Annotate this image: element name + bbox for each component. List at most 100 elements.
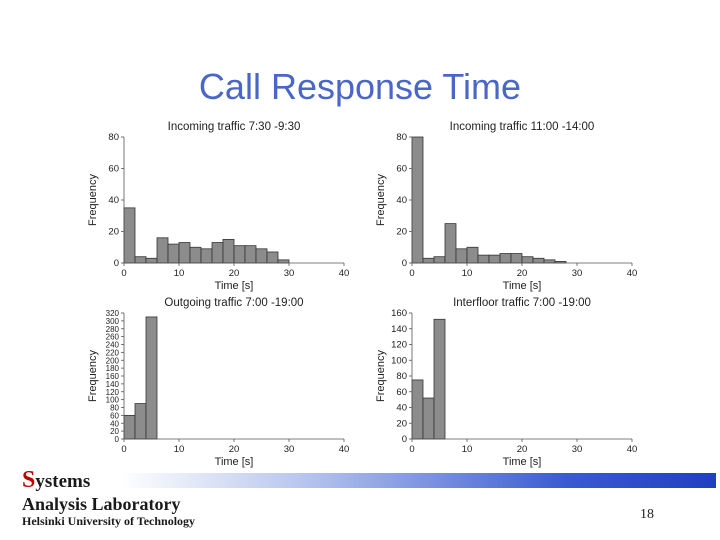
logo-line-1-rest: ystems (35, 471, 91, 492)
x-tick-label: 0 (121, 268, 126, 279)
y-tick-label: 60 (396, 387, 407, 398)
y-tick-label: 160 (391, 308, 407, 319)
x-tick-label: 0 (409, 444, 414, 455)
x-tick-label: 0 (409, 268, 414, 279)
y-tick-label: 60 (108, 164, 119, 175)
histogram-bar (499, 253, 512, 264)
x-tick-label: 10 (462, 268, 473, 279)
y-tick-label: 200 (106, 356, 120, 365)
chart-outgoing: Outgoing traffic 7:00 -19:00020406080100… (87, 297, 350, 468)
y-tick-label: 140 (106, 380, 120, 389)
chart-incoming-morning: Incoming traffic 7:30 -9:30 0 20 40 60 80 0 10 2… (87, 121, 349, 292)
histogram-bar (411, 379, 424, 440)
x-tick-label: 30 (572, 268, 583, 279)
histogram-bar (211, 242, 224, 264)
histogram-bar (488, 254, 501, 264)
y-tick-label: 80 (396, 371, 407, 382)
chart-title: Incoming traffic 7:30 -9:30 (168, 121, 301, 133)
histogram-bar (123, 414, 136, 440)
x-tick-label: 30 (284, 444, 295, 455)
x-tick-label: 30 (572, 444, 583, 455)
y-axis-label: Frequency (375, 174, 387, 226)
histogram-bar (422, 257, 435, 264)
y-axis-label: Frequency (375, 350, 387, 402)
histogram-bar (178, 242, 191, 264)
x-tick-label: 40 (627, 268, 638, 279)
histogram-bar (222, 238, 235, 264)
y-tick-label: 20 (396, 227, 407, 238)
slide-title: Call Response Time (198, 66, 522, 107)
y-tick-label: 80 (110, 404, 119, 413)
y-tick-label: 0 (115, 435, 120, 444)
histogram-bar (244, 245, 257, 264)
y-tick-label: 40 (110, 419, 119, 428)
y-tick-label: 40 (108, 195, 119, 206)
x-tick-label: 10 (174, 268, 185, 279)
y-tick-label: 40 (396, 403, 407, 414)
x-tick-label: 40 (339, 444, 350, 455)
histogram-bar (200, 248, 213, 264)
histogram-bar (444, 223, 457, 264)
x-tick-label: 0 (121, 444, 126, 455)
x-tick-label: 10 (462, 444, 473, 455)
y-tick-label: 60 (110, 411, 119, 420)
x-tick-label: 20 (229, 268, 240, 279)
x-tick-label: 30 (284, 268, 295, 279)
footer-gradient-bar (120, 473, 716, 488)
histogram-bar (411, 136, 424, 264)
histogram-bar (145, 316, 158, 440)
histogram-bar (455, 248, 468, 264)
y-axis-label: Frequency (87, 174, 99, 226)
histogram-bar (466, 246, 479, 264)
y-tick-label: 240 (106, 341, 120, 350)
histogram-bar (433, 256, 446, 264)
y-tick-label: 320 (106, 309, 120, 318)
histogram-bar (156, 237, 169, 264)
page-number: 18 (640, 507, 654, 522)
y-tick-label: 160 (106, 372, 120, 381)
x-tick-label: 20 (229, 444, 240, 455)
histogram-bar (532, 257, 545, 264)
chart-interfloor: Interfloor traffic 7:00 -19:00 0 20 40 60 80 1… (375, 297, 637, 468)
x-axis-label: Time [s] (215, 456, 254, 468)
x-tick-label: 10 (174, 444, 185, 455)
y-tick-label: 260 (106, 333, 120, 342)
systems-analysis-logo: Systems Analysis Laboratory Helsinki Uni… (22, 468, 195, 528)
y-tick-label: 100 (106, 396, 120, 405)
y-tick-label: 20 (108, 227, 119, 238)
chart-title: Incoming traffic 11:00 -14:00 (450, 121, 595, 133)
histogram-bar (233, 245, 246, 264)
logo-line-2: Analysis Laboratory (22, 494, 181, 514)
y-tick-label: 80 (396, 132, 407, 143)
histogram-bar (510, 253, 523, 264)
y-tick-label: 20 (396, 418, 407, 429)
histogram-bar (543, 259, 556, 264)
x-axis-label: Time [s] (215, 280, 254, 292)
histogram-bar (134, 256, 147, 264)
y-tick-label: 120 (391, 340, 407, 351)
histogram-bar (521, 256, 534, 264)
y-tick-label: 0 (402, 258, 407, 269)
histogram-bar (422, 397, 435, 440)
y-tick-label: 300 (106, 317, 120, 326)
y-tick-label: 180 (106, 364, 120, 373)
y-tick-label: 20 (110, 427, 119, 436)
y-axis-label: Frequency (87, 350, 99, 402)
histogram-bar (167, 243, 180, 264)
chart-incoming-midday: Incoming traffic 11:00 -14:00 0 20 40 60 80 0 1… (375, 121, 638, 292)
y-tick-label: 60 (396, 164, 407, 175)
x-tick-label: 20 (517, 444, 528, 455)
x-axis-label: Time [s] (503, 456, 542, 468)
x-axis-label: Time [s] (503, 280, 542, 292)
histogram-bar (255, 248, 268, 264)
histogram-bar (477, 254, 490, 264)
histogram-bar (189, 246, 202, 264)
x-tick-label: 20 (517, 268, 528, 279)
y-tick-label: 80 (108, 132, 119, 143)
y-tick-label: 0 (114, 258, 119, 269)
histogram-bar (134, 403, 147, 440)
y-tick-label: 280 (106, 325, 120, 334)
y-tick-label: 0 (402, 434, 407, 445)
y-tick-label: 120 (106, 388, 120, 397)
y-tick-label: 100 (391, 355, 407, 366)
